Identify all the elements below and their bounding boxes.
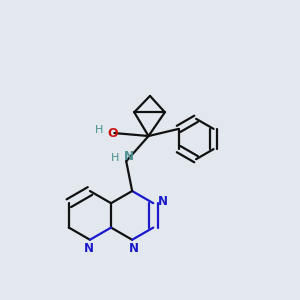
Text: N: N: [129, 242, 139, 255]
Text: O: O: [107, 127, 118, 140]
Text: H: H: [111, 153, 119, 163]
Text: N: N: [158, 195, 168, 208]
Text: N: N: [124, 150, 134, 163]
Text: H: H: [95, 125, 103, 135]
Text: N: N: [83, 242, 94, 255]
